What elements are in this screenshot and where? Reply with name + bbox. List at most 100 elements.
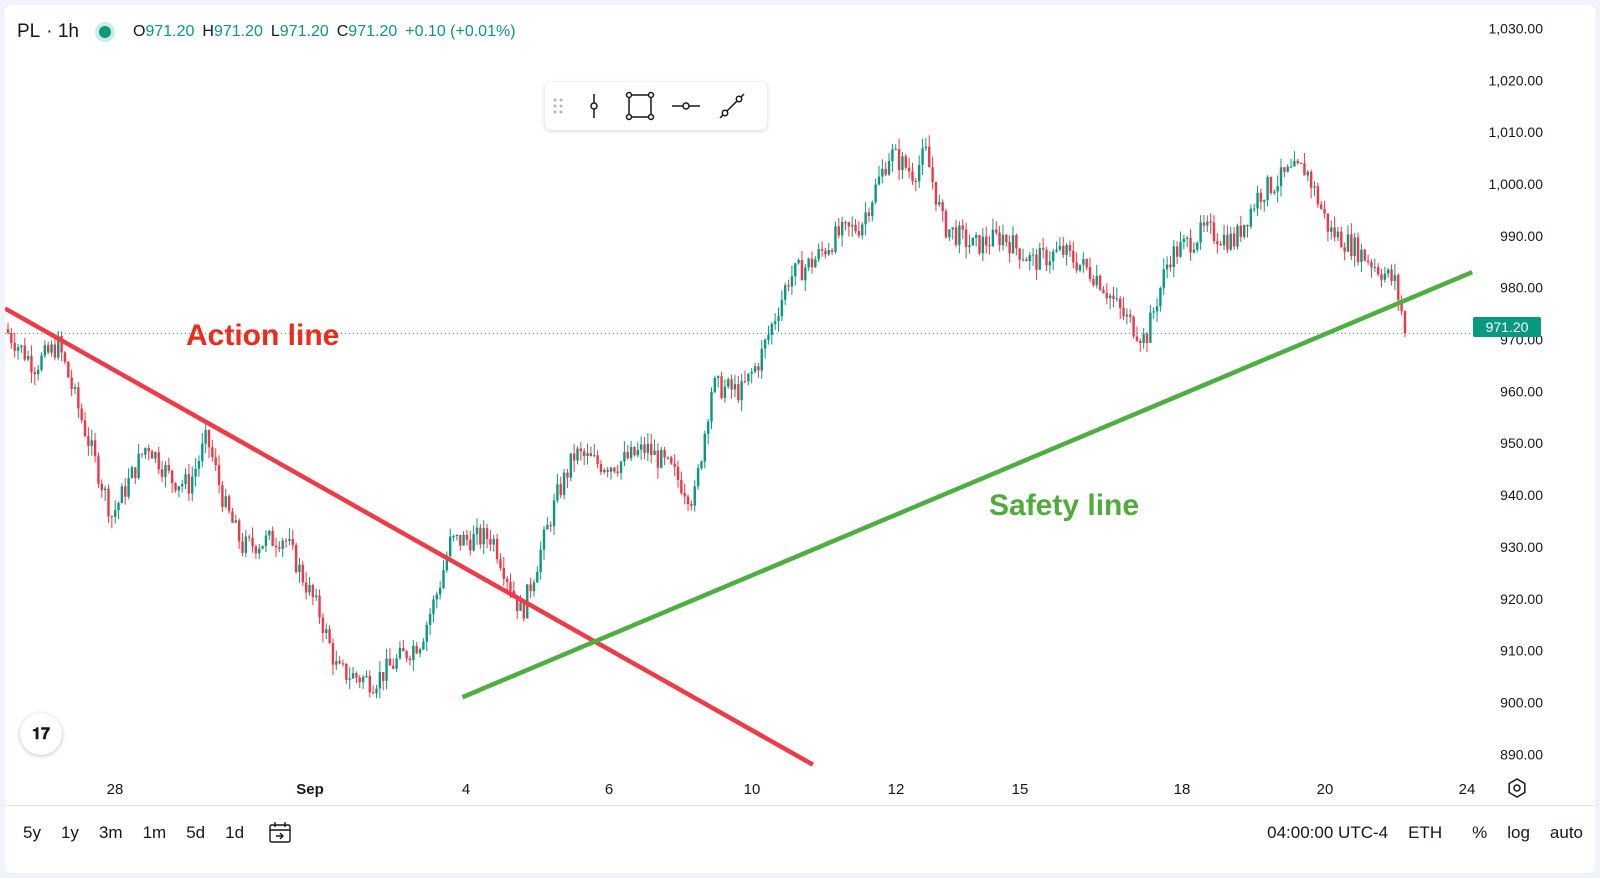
candle-body: [402, 647, 405, 652]
candle-body: [137, 453, 140, 478]
rectangle-icon[interactable]: [617, 82, 663, 130]
candle-body: [549, 524, 552, 527]
candle-body: [338, 661, 341, 664]
candle-body: [857, 231, 861, 236]
candle-body: [237, 520, 241, 542]
candle-body: [140, 453, 144, 455]
candle-body: [274, 545, 278, 548]
candle-body: [10, 333, 13, 343]
candle-body: [405, 651, 408, 659]
candle-body: [36, 369, 40, 375]
percent-scale-button[interactable]: %: [1472, 823, 1488, 842]
session-toggle[interactable]: ETH: [1408, 823, 1443, 842]
candle-body: [1376, 266, 1380, 275]
tradingview-logo[interactable]: 𝟏𝟕: [20, 713, 62, 755]
candle-body: [90, 440, 93, 446]
auto-scale-button[interactable]: auto: [1549, 823, 1583, 842]
candle-body: [325, 629, 328, 633]
candle-body: [559, 484, 562, 495]
candle-body: [120, 486, 124, 504]
candle-body: [1393, 275, 1397, 282]
candle-body: [1366, 260, 1370, 263]
range-3m[interactable]: 3m: [98, 823, 123, 842]
drag-handle-icon[interactable]: [545, 82, 571, 130]
candle-body: [794, 263, 797, 277]
y-tick-label: 960.00: [1500, 383, 1543, 399]
candle-body: [385, 658, 388, 681]
trend-line-icon[interactable]: [709, 82, 755, 130]
candle-body: [1058, 245, 1062, 250]
candle-body: [254, 546, 258, 554]
candle-body: [596, 455, 599, 465]
candle-body: [1179, 241, 1182, 257]
candle-body: [817, 249, 820, 260]
candle-body: [422, 641, 425, 650]
candle-body: [93, 440, 97, 457]
open-value: O971.20: [133, 23, 195, 40]
candle-body: [767, 334, 770, 340]
candle-body: [700, 461, 703, 469]
candle-body: [1108, 295, 1112, 299]
symbol-name[interactable]: PL: [17, 21, 41, 42]
candle-body: [810, 258, 814, 268]
candle-body: [170, 470, 174, 484]
candle-body: [1062, 245, 1065, 255]
candle-body: [204, 430, 207, 444]
go-to-date-icon[interactable]: [267, 820, 293, 851]
candle-body: [787, 285, 790, 287]
x-tick-label: 24: [1459, 781, 1476, 798]
price-chart[interactable]: 1,030.00 1,020.00 1,010.00 1,000.00 990.00 98…: [5, 5, 1595, 805]
candle-body: [974, 235, 978, 238]
candle-body: [861, 224, 864, 236]
candle-body: [1005, 234, 1008, 243]
candle-body: [1323, 208, 1326, 214]
candle-body: [57, 335, 60, 358]
candle-body: [452, 536, 455, 538]
candle-body: [1095, 275, 1098, 286]
candle-body: [1336, 231, 1340, 238]
y-tick-label: 950.00: [1500, 435, 1543, 451]
candle-body: [469, 539, 472, 551]
candle-body: [335, 661, 338, 665]
log-scale-button[interactable]: log: [1507, 823, 1530, 842]
candle-body: [1273, 191, 1276, 193]
vertical-line-icon[interactable]: [571, 82, 617, 130]
settings-gear-icon[interactable]: [1506, 777, 1528, 804]
candle-body: [569, 453, 572, 478]
candle-body: [368, 675, 371, 693]
candle-body: [924, 146, 928, 149]
interval-label[interactable]: · 1h: [46, 21, 79, 42]
time-zone-label[interactable]: 04:00:00 UTC-4: [1267, 823, 1389, 842]
range-5d[interactable]: 5d: [186, 823, 206, 842]
candle-body: [1196, 242, 1199, 250]
range-1m[interactable]: 1m: [142, 823, 167, 842]
candle-body: [1256, 192, 1259, 209]
candle-body: [475, 527, 479, 535]
candle-body: [278, 547, 281, 549]
candle-body: [532, 582, 536, 592]
candle-body: [757, 366, 760, 371]
range-5y[interactable]: 5y: [23, 823, 41, 842]
candle-body: [341, 663, 345, 665]
candle-body: [663, 450, 666, 458]
range-1y[interactable]: 1y: [60, 823, 79, 842]
candle-body: [231, 511, 234, 523]
candle-body: [1380, 274, 1383, 280]
high-value: H971.20: [202, 23, 263, 40]
candle-body: [492, 538, 495, 545]
candle-body: [874, 184, 877, 203]
candle-body: [83, 420, 87, 436]
candle-body: [971, 237, 974, 246]
candle-body: [1186, 237, 1189, 239]
horizontal-ray-icon[interactable]: [663, 82, 709, 130]
candle-body: [1387, 269, 1390, 274]
candle-body: [1226, 234, 1229, 250]
candle-body: [264, 535, 268, 546]
candle-body: [542, 529, 546, 550]
candle-body: [6, 329, 10, 334]
candle-body: [365, 675, 368, 678]
candle-body: [773, 321, 777, 325]
range-1d[interactable]: 1d: [225, 823, 245, 842]
candle-body: [1102, 289, 1105, 293]
candle-body: [1253, 208, 1256, 210]
